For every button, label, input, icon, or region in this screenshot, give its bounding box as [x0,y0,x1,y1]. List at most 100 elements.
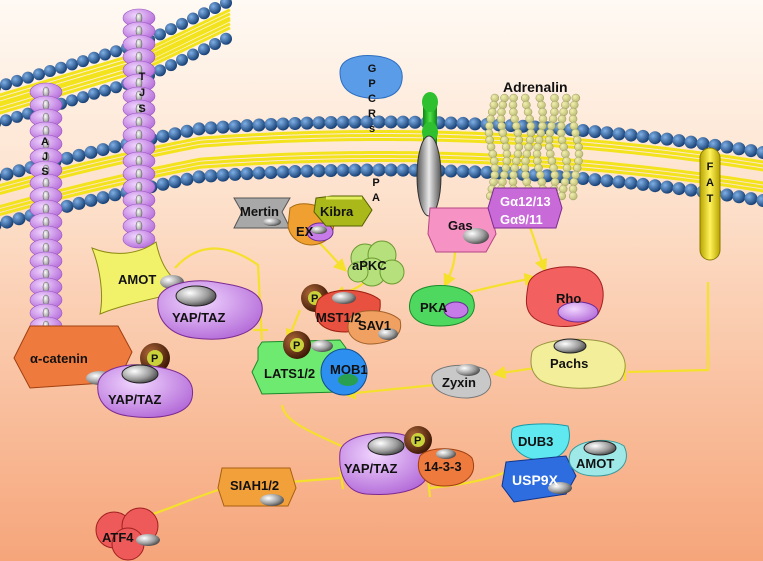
receptor-ball [485,135,494,145]
junction-bead-core [42,99,50,111]
receptor-ball [550,100,560,110]
receptor-ball [501,163,510,173]
lipid-head [732,190,746,204]
receptor-ball [545,128,555,138]
lipid-head [288,117,302,131]
lipid-head [176,53,188,66]
receptor-ball [557,114,567,124]
lipid-head [156,177,170,191]
lipid-head [187,12,199,25]
junction-bead-core [42,229,50,241]
lipid-head [720,188,734,202]
receptor-ball [522,177,531,187]
lipid-head [198,43,210,56]
alpha-catenin-label: α-catenin [30,351,88,366]
lipid-head [360,115,374,129]
lipid-head [154,64,166,77]
junction-bead-core [42,86,50,98]
mob1-label: MOB1 [330,362,368,377]
lipid-head [88,87,100,100]
lipid-head [612,175,626,189]
lats-mob1-complex [251,331,368,396]
receptor-ball [538,121,547,131]
lipid-head [480,165,494,179]
lipid-tail [0,22,231,111]
lipid-head [12,212,26,226]
lipid-head [33,68,45,81]
lipid-head [312,164,326,178]
lipid-head [22,71,34,84]
receptor-ball [568,191,578,201]
receptor-ball [536,170,545,180]
lipid-head [312,116,326,130]
lipid-head [77,55,89,68]
junction-bead-core [135,233,143,245]
lipid-head [648,179,662,193]
lipid-head [456,116,470,130]
receptor-ball [559,142,568,152]
receptor-ball [533,156,542,166]
receptor-ball [536,128,546,138]
lipid-head [300,116,314,130]
junction-bead-core [42,125,50,137]
receptor-ball [547,121,556,131]
receptor-ball [570,100,579,110]
lipid-head [0,114,12,127]
lipid-head [55,61,67,74]
lipid-head [588,173,602,187]
receptor-ball [550,107,559,117]
lipid-head [732,142,746,156]
lipid-head [348,115,362,129]
lipid-head [168,127,182,141]
receptor-ball [484,128,494,138]
lipid-head [96,143,110,157]
receptor-ball [562,163,572,173]
lipid-head [0,167,14,181]
lipid-head [187,48,199,61]
lipid-tail [0,133,763,192]
siah-protein [217,467,297,507]
receptor-ball [533,142,542,152]
lipid-head [209,2,221,14]
receptor-ball [508,100,518,110]
lipid-head [192,122,206,136]
receptor-ball [522,100,531,110]
phospho-left-label: P [151,353,158,365]
receptor-ball [537,100,546,110]
lipid-head [44,65,56,77]
receptor-ball [525,114,534,124]
kibra-protein [313,195,373,227]
1433-label: 14-3-3 [424,459,462,474]
lipid-head [77,91,89,104]
atf4-protein [95,507,160,561]
dub3-usp9x-amot-complex [501,423,627,503]
lipid-head [624,176,638,190]
lipid-head [636,177,650,191]
lipid-head [744,144,758,158]
lipid-tail [0,150,763,209]
receptor-ball [500,93,509,103]
lipid-head [756,193,763,207]
lipid-head [276,117,290,131]
gpcr-blob [339,55,403,99]
receptor-ball [498,177,507,187]
lipid-head [108,188,122,202]
receptor-ball [509,170,518,180]
lipid-head [108,140,122,154]
junction-bead-core [42,255,50,267]
receptor-ball [525,135,535,145]
mertin-label: Mertin [240,204,279,219]
lipid-head [204,121,218,135]
receptor-ball [502,149,512,159]
junction-bead-core [135,142,143,154]
receptor-ball [498,100,508,110]
lipid-head [66,58,78,71]
receptor-ball [499,170,509,180]
receptor-ball [490,163,500,173]
receptor-ball [561,149,570,159]
lipid-head [324,163,338,177]
mst-label: MST1/2 [316,310,362,325]
lipid-tail [0,158,763,217]
